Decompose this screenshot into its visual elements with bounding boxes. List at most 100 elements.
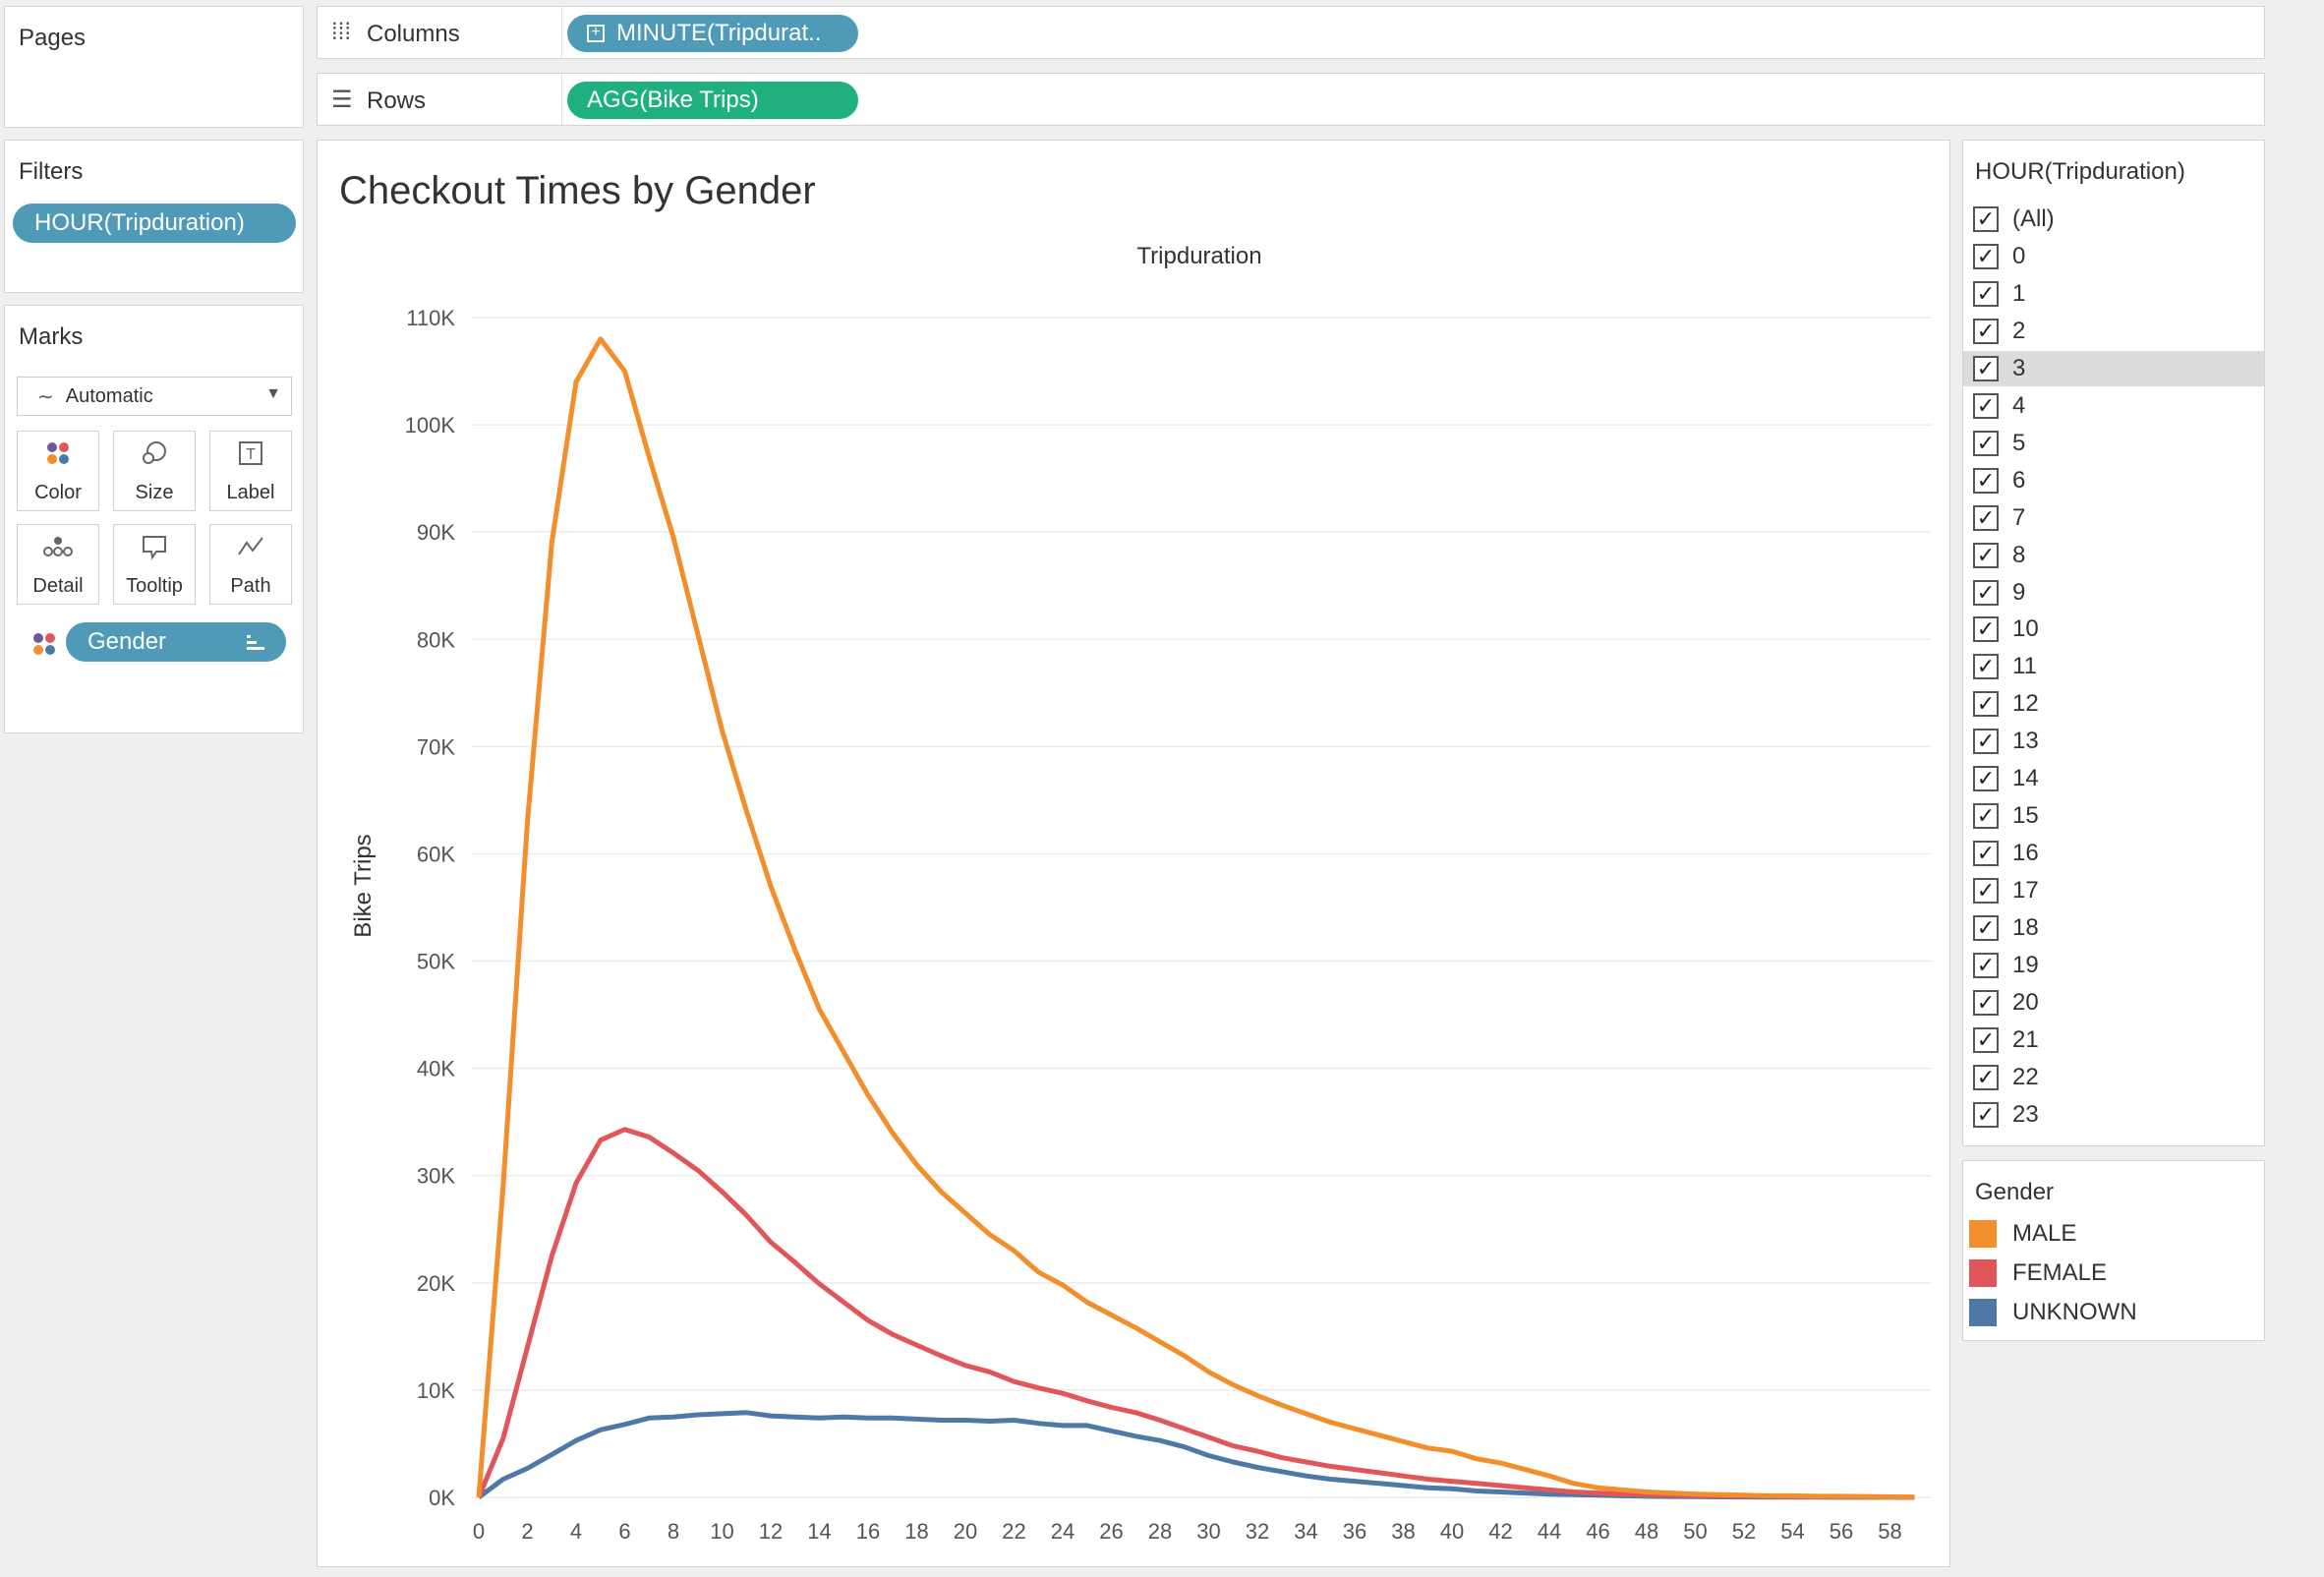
checkbox-checked-icon[interactable]: ✓ [1973, 206, 1999, 232]
checkbox-checked-icon[interactable]: ✓ [1973, 393, 1999, 419]
checkbox-checked-icon[interactable]: ✓ [1973, 543, 1999, 568]
hour-filter-item[interactable]: ✓ 2 [1973, 314, 2025, 349]
checkbox-checked-icon[interactable]: ✓ [1973, 505, 1999, 531]
hour-filter-item[interactable]: ✓ 12 [1973, 686, 2039, 722]
mark-type-dropdown[interactable]: ∼ Automatic ▼ [17, 377, 292, 416]
hour-filter-item[interactable]: ✓ 15 [1973, 798, 2039, 834]
x-tick-label: 22 [1002, 1519, 1025, 1544]
label-label: Label [227, 482, 275, 504]
series-line-female[interactable] [479, 1130, 1914, 1497]
hour-filter-item-label: 2 [2012, 318, 2025, 345]
hour-filter-item[interactable]: ✓ 8 [1973, 538, 2025, 573]
checkbox-checked-icon[interactable]: ✓ [1973, 766, 1999, 791]
checkbox-checked-icon[interactable]: ✓ [1973, 1027, 1999, 1053]
x-tick-label: 20 [954, 1519, 977, 1544]
x-tick-label: 32 [1246, 1519, 1269, 1544]
series-line-unknown[interactable] [479, 1413, 1914, 1497]
checkbox-checked-icon[interactable]: ✓ [1973, 244, 1999, 269]
legend-item[interactable]: MALE [1969, 1218, 2076, 1250]
tooltip-button[interactable]: Tooltip [113, 524, 196, 605]
rows-divider [561, 74, 562, 125]
x-tick-label: 2 [521, 1519, 533, 1544]
hour-filter-item[interactable]: ✓ 17 [1973, 873, 2039, 908]
detail-button[interactable]: Detail [17, 524, 99, 605]
checkbox-checked-icon[interactable]: ✓ [1973, 468, 1999, 494]
checkbox-checked-icon[interactable]: ✓ [1973, 990, 1999, 1016]
hour-filter-item-label: 13 [2012, 728, 2039, 755]
tooltip-label: Tooltip [126, 575, 183, 598]
hour-filter-item-label: 10 [2012, 615, 2039, 643]
hour-filter-item[interactable]: ✓ 21 [1973, 1022, 2039, 1058]
hour-filter-item[interactable]: ✓ 20 [1973, 985, 2039, 1021]
checkbox-checked-icon[interactable]: ✓ [1973, 915, 1999, 941]
checkbox-checked-icon[interactable]: ✓ [1973, 654, 1999, 679]
hour-filter-item[interactable]: ✓ 1 [1973, 276, 2025, 312]
checkbox-checked-icon[interactable]: ✓ [1973, 281, 1999, 307]
hour-filter-item[interactable]: ✓ 10 [1973, 612, 2039, 647]
color-icon [18, 439, 98, 474]
hour-filter-item-label: 23 [2012, 1101, 2039, 1129]
hour-filter-item[interactable]: ✓ 13 [1973, 724, 2039, 759]
hour-filter-item[interactable]: ✓ (All) [1973, 202, 2055, 237]
mark-type-label: Automatic [66, 385, 153, 408]
hour-filter-item[interactable]: ✓ 23 [1973, 1097, 2039, 1133]
hour-filter-item-label: 15 [2012, 802, 2039, 830]
hour-filter-item[interactable]: ✓ 3 [1973, 351, 2025, 386]
hour-filter-item[interactable]: ✓ 19 [1973, 948, 2039, 983]
x-tick-label: 0 [473, 1519, 485, 1544]
x-tick-label: 36 [1343, 1519, 1366, 1544]
filter-pill-hour[interactable]: HOUR(Tripduration) [13, 204, 296, 243]
legend-item[interactable]: FEMALE [1969, 1257, 2107, 1289]
y-tick-label: 50K [417, 950, 455, 974]
checkbox-checked-icon[interactable]: ✓ [1973, 691, 1999, 717]
checkbox-checked-icon[interactable]: ✓ [1973, 580, 1999, 606]
checkbox-checked-icon[interactable]: ✓ [1973, 1102, 1999, 1128]
checkbox-checked-icon[interactable]: ✓ [1973, 431, 1999, 456]
y-tick-label: 60K [417, 842, 455, 866]
hour-filter-item[interactable]: ✓ 16 [1973, 836, 2039, 871]
checkbox-checked-icon[interactable]: ✓ [1973, 616, 1999, 642]
legend-swatch [1969, 1299, 1997, 1326]
color-button[interactable]: Color [17, 431, 99, 511]
checkbox-checked-icon[interactable]: ✓ [1973, 1065, 1999, 1090]
hour-filter-item-label: 4 [2012, 392, 2025, 420]
checkbox-checked-icon[interactable]: ✓ [1973, 729, 1999, 754]
hour-filter-item[interactable]: ✓ 22 [1973, 1060, 2039, 1095]
hour-filter-item[interactable]: ✓ 5 [1973, 426, 2025, 461]
checkbox-checked-icon[interactable]: ✓ [1973, 953, 1999, 978]
gridlines [471, 318, 1932, 1497]
hour-filter-item[interactable]: ✓ 18 [1973, 910, 2039, 946]
hour-filter-item[interactable]: ✓ 6 [1973, 463, 2025, 498]
columns-icon: ⁞⁞⁞ [331, 19, 351, 46]
x-tick-label: 58 [1878, 1519, 1901, 1544]
label-button[interactable]: T Label [209, 431, 292, 511]
legend-label: UNKNOWN [2012, 1299, 2137, 1326]
rows-pill[interactable]: AGG(Bike Trips) [567, 82, 858, 119]
checkbox-checked-icon[interactable]: ✓ [1973, 803, 1999, 829]
path-icon [210, 533, 291, 567]
columns-label: Columns [367, 21, 460, 48]
hour-filter-item[interactable]: ✓ 14 [1973, 761, 2039, 796]
columns-pill[interactable]: + MINUTE(Tripdurat.. [567, 15, 858, 52]
checkbox-checked-icon[interactable]: ✓ [1973, 356, 1999, 381]
y-axis-title: Bike Trips [350, 834, 377, 937]
hour-filter-item[interactable]: ✓ 7 [1973, 500, 2025, 536]
legend-item[interactable]: UNKNOWN [1969, 1297, 2137, 1328]
label-icon: T [210, 439, 291, 474]
hour-filter-item[interactable]: ✓ 11 [1973, 649, 2037, 684]
hour-filter-item[interactable]: ✓ 9 [1973, 575, 2025, 611]
checkbox-checked-icon[interactable]: ✓ [1973, 878, 1999, 904]
gender-pill-label: Gender [87, 628, 166, 656]
gender-pill[interactable]: Gender [66, 622, 286, 662]
series-line-male[interactable] [479, 339, 1914, 1497]
rows-shelf[interactable]: ☰ Rows AGG(Bike Trips) [317, 73, 2265, 126]
checkbox-checked-icon[interactable]: ✓ [1973, 319, 1999, 344]
checkbox-checked-icon[interactable]: ✓ [1973, 841, 1999, 866]
hour-filter-item[interactable]: ✓ 4 [1973, 388, 2025, 424]
marks-title: Marks [19, 323, 83, 351]
hour-filter-item[interactable]: ✓ 0 [1973, 239, 2025, 274]
line-mark-icon: ∼ [37, 384, 54, 409]
size-button[interactable]: Size [113, 431, 196, 511]
path-button[interactable]: Path [209, 524, 292, 605]
columns-shelf[interactable]: ⁞⁞⁞ Columns + MINUTE(Tripdurat.. [317, 6, 2265, 59]
